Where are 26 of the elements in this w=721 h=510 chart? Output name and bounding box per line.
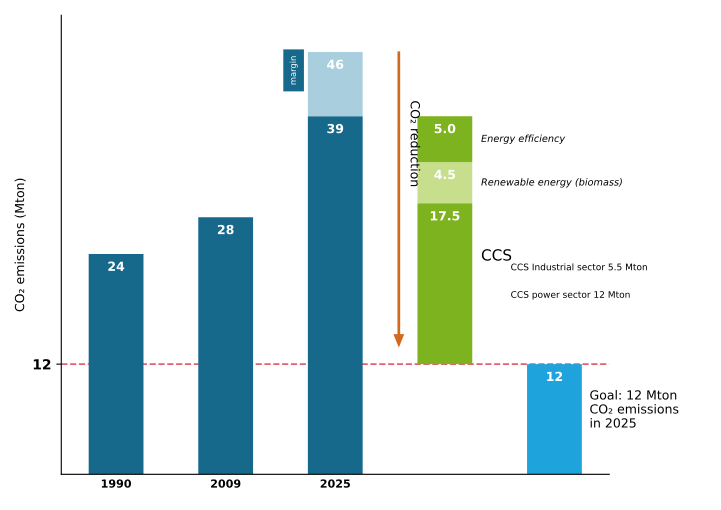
x-tick-label: 2025 bbox=[320, 479, 350, 488]
annotation: CO₂ reduction bbox=[410, 101, 420, 186]
annotation: CCS power sector 12 Mton bbox=[511, 291, 630, 300]
bar bbox=[308, 52, 363, 116]
bar bbox=[417, 203, 472, 364]
bar bbox=[198, 217, 254, 474]
bar bbox=[308, 116, 363, 474]
series-label: CCS bbox=[482, 249, 512, 261]
annotation: CCS Industrial sector 5.5 Mton bbox=[511, 263, 647, 270]
data-label: 28 bbox=[218, 224, 234, 234]
data-label: 4.5 bbox=[434, 170, 456, 180]
data-label: 46 bbox=[327, 60, 344, 70]
data-label: 39 bbox=[327, 124, 344, 134]
x-tick-label: 1990 bbox=[102, 479, 132, 488]
series-label: Energy efficiency bbox=[481, 134, 566, 144]
data-label: 5.0 bbox=[434, 124, 456, 134]
annotation: Goal: 12 Mton CO₂ emissions in 2025 bbox=[590, 390, 678, 428]
data-label: 12 bbox=[547, 372, 562, 381]
annotation: margin bbox=[290, 56, 298, 84]
x-tick-label: 2009 bbox=[211, 479, 240, 488]
series-label: Renewable energy (biomass) bbox=[481, 178, 622, 188]
data-label: 17.5 bbox=[430, 211, 460, 221]
y-axis-title: CO₂ emissions (Mton) bbox=[14, 178, 26, 312]
data-label: 24 bbox=[108, 262, 124, 271]
bar bbox=[88, 254, 144, 474]
bar bbox=[527, 364, 582, 474]
